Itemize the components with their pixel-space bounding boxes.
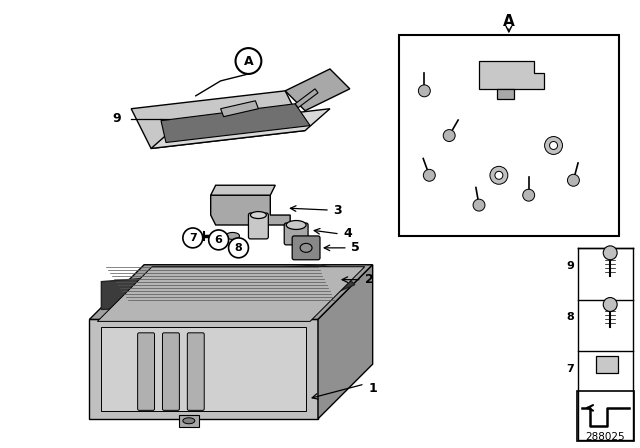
Polygon shape [295,89,318,108]
Circle shape [209,230,228,250]
Circle shape [550,142,557,150]
Text: 7: 7 [189,233,196,243]
Polygon shape [211,185,275,195]
Text: A: A [503,14,515,29]
Text: 9: 9 [112,112,120,125]
Circle shape [236,48,261,74]
Text: 2: 2 [365,273,374,286]
Polygon shape [131,91,305,148]
Polygon shape [179,415,199,427]
Circle shape [545,137,563,155]
Circle shape [473,199,485,211]
Circle shape [604,297,617,311]
FancyBboxPatch shape [188,333,204,410]
Ellipse shape [183,418,195,424]
Polygon shape [90,265,372,319]
FancyBboxPatch shape [138,333,154,410]
Polygon shape [497,89,514,99]
Polygon shape [97,267,365,321]
Circle shape [568,174,579,186]
Ellipse shape [286,220,306,229]
Circle shape [228,238,248,258]
Polygon shape [151,109,330,148]
Circle shape [423,169,435,181]
Circle shape [444,129,455,142]
FancyBboxPatch shape [577,391,634,441]
Text: 6: 6 [214,235,223,245]
Polygon shape [90,319,318,419]
Ellipse shape [300,243,312,252]
Polygon shape [101,327,306,411]
Text: 288025: 288025 [586,431,625,442]
Polygon shape [211,195,290,225]
Ellipse shape [225,233,239,239]
FancyBboxPatch shape [399,35,619,236]
Polygon shape [285,69,350,111]
Ellipse shape [250,211,266,219]
FancyBboxPatch shape [596,356,618,373]
FancyBboxPatch shape [248,213,268,239]
FancyBboxPatch shape [284,223,308,245]
Text: 5: 5 [351,241,360,254]
Text: 3: 3 [333,203,342,216]
FancyBboxPatch shape [292,236,320,260]
Circle shape [604,246,617,260]
FancyBboxPatch shape [163,333,179,410]
Text: 8: 8 [235,243,243,253]
Circle shape [183,228,203,248]
Polygon shape [479,61,543,89]
Polygon shape [161,104,310,142]
Polygon shape [318,265,372,419]
Text: 7: 7 [566,364,574,374]
Text: A: A [244,55,253,68]
Circle shape [490,166,508,184]
Text: 1: 1 [368,383,377,396]
Circle shape [495,171,503,179]
Polygon shape [101,265,355,310]
Text: 4: 4 [344,228,352,241]
Circle shape [419,85,430,97]
Text: 8: 8 [566,312,574,323]
Circle shape [523,189,534,201]
Polygon shape [221,101,259,116]
Text: 9: 9 [566,261,574,271]
